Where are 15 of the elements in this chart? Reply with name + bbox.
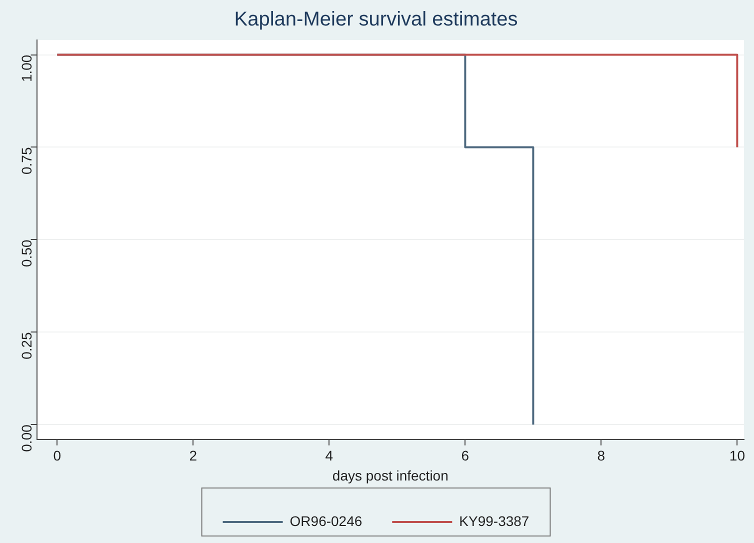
x-tick-label: 4 [325,448,334,464]
y-tick-label: 1.00 [18,54,35,82]
y-tick-label: 0.00 [18,424,35,452]
chart-title: Kaplan-Meier survival estimates [234,8,518,31]
legend-label: KY99-3387 [459,512,530,529]
x-axis-title: days post infection [332,467,448,484]
y-tick-label: 0.50 [18,239,35,267]
legend-label: OR96-0246 [290,512,362,529]
x-tick-label: 2 [189,448,198,464]
x-tick-label: 8 [597,448,606,464]
y-tick-label: 0.75 [18,147,35,174]
x-tick-label: 0 [53,448,62,464]
x-tick-label: 10 [729,448,746,464]
x-tick-label: 6 [461,448,470,464]
y-tick-label: 0.25 [18,332,35,360]
